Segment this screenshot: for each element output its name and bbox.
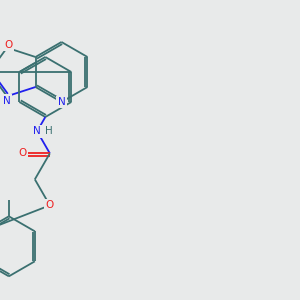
- Text: H: H: [45, 126, 52, 136]
- Text: N: N: [33, 126, 41, 136]
- Text: N: N: [58, 97, 65, 107]
- Text: N: N: [3, 96, 11, 106]
- Text: O: O: [46, 200, 54, 210]
- Text: O: O: [19, 148, 27, 158]
- Text: O: O: [4, 40, 13, 50]
